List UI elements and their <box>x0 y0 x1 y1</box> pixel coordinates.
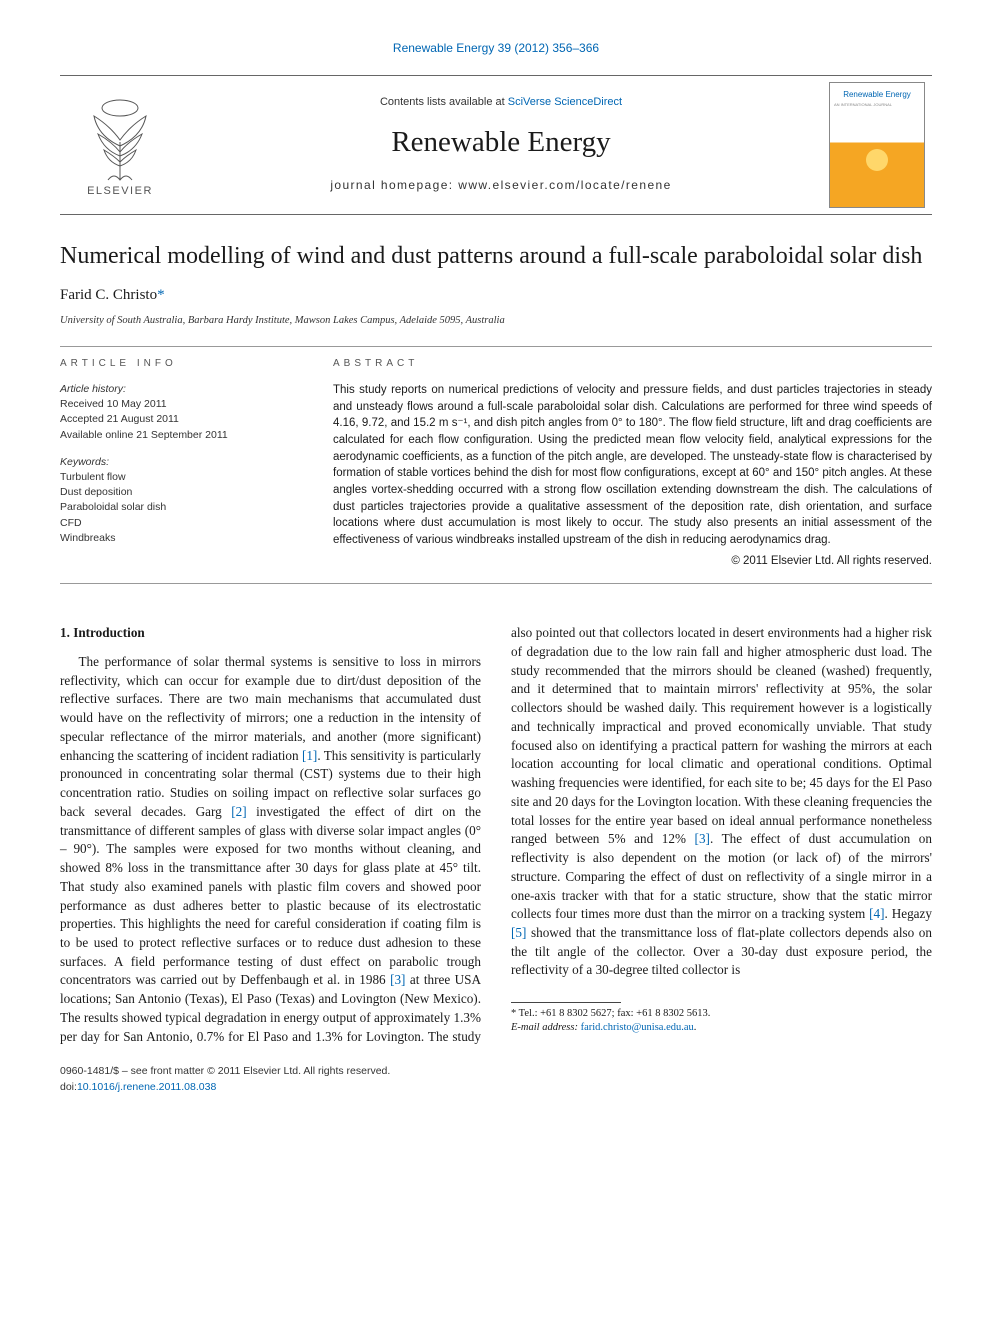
body-text: . Hegazy <box>885 906 932 921</box>
email-suffix: . <box>694 1022 697 1033</box>
online-date: Available online 21 September 2011 <box>60 428 299 443</box>
info-abstract-row: ARTICLE INFO Article history: Received 1… <box>60 346 932 584</box>
contents-prefix: Contents lists available at <box>380 96 508 108</box>
keyword: Windbreaks <box>60 531 299 546</box>
body-text: The performance of solar thermal systems… <box>60 654 481 763</box>
publisher-logo-cell: ELSEVIER <box>60 76 180 214</box>
citation-link[interactable]: [5] <box>511 925 526 940</box>
history-label: Article history: <box>60 382 299 397</box>
authors-line: Farid C. Christo* <box>60 285 932 307</box>
footnote-tel-fax: * Tel.: +61 8 8302 5627; fax: +61 8 8302… <box>511 1007 932 1021</box>
affiliation: University of South Australia, Barbara H… <box>60 313 932 328</box>
citation-link[interactable]: [2] <box>231 804 246 819</box>
article-info-heading: ARTICLE INFO <box>60 357 299 372</box>
body-text: Deffenbaugh et al. in 1986 <box>240 972 390 987</box>
article-history-block: Article history: Received 10 May 2011 Ac… <box>60 382 299 443</box>
article-title: Numerical modelling of wind and dust pat… <box>60 241 932 271</box>
received-date: Received 10 May 2011 <box>60 397 299 412</box>
keyword: Paraboloidal solar dish <box>60 500 299 515</box>
citation-link[interactable]: [3] <box>695 831 710 846</box>
body-paragraph: The performance of solar thermal systems… <box>60 624 932 1046</box>
body-text: investigated the effect of dirt on the t… <box>60 804 481 988</box>
doi-link[interactable]: 10.1016/j.renene.2011.08.038 <box>77 1081 216 1093</box>
abstract-text: This study reports on numerical predicti… <box>333 382 932 549</box>
homepage-prefix: journal homepage: <box>330 178 458 192</box>
elsevier-logo: ELSEVIER <box>75 90 165 200</box>
keyword: CFD <box>60 516 299 531</box>
journal-homepage-line: journal homepage: www.elsevier.com/locat… <box>184 177 818 194</box>
author-name: Farid C. Christo <box>60 287 157 303</box>
elsevier-wordmark: ELSEVIER <box>87 184 153 200</box>
homepage-url[interactable]: www.elsevier.com/locate/renene <box>458 178 671 192</box>
accepted-date: Accepted 21 August 2011 <box>60 412 299 427</box>
journal-name: Renewable Energy <box>184 121 818 163</box>
cover-cell: Renewable Energy AN INTERNATIONAL JOURNA… <box>822 76 932 214</box>
cover-sun-icon <box>866 149 888 171</box>
sciencedirect-link[interactable]: SciVerse ScienceDirect <box>508 96 622 108</box>
keywords-label: Keywords: <box>60 455 299 470</box>
journal-header: ELSEVIER Contents lists available at Sci… <box>60 75 932 215</box>
abstract-copyright: © 2011 Elsevier Ltd. All rights reserved… <box>333 553 932 570</box>
keyword: Dust deposition <box>60 485 299 500</box>
front-matter-copyright: 0960-1481/$ – see front matter © 2011 El… <box>60 1064 932 1079</box>
elsevier-tree-icon <box>80 96 160 182</box>
contents-available-line: Contents lists available at SciVerse Sci… <box>184 95 818 111</box>
doi-line: doi:10.1016/j.renene.2011.08.038 <box>60 1080 932 1095</box>
header-middle: Contents lists available at SciVerse Sci… <box>180 76 822 214</box>
keyword: Turbulent flow <box>60 470 299 485</box>
article-info-column: ARTICLE INFO Article history: Received 1… <box>60 347 315 583</box>
cover-subtitle: AN INTERNATIONAL JOURNAL <box>834 103 920 107</box>
abstract-column: ABSTRACT This study reports on numerical… <box>315 347 932 583</box>
article-body: 1. Introduction The performance of solar… <box>60 624 932 1046</box>
corresponding-footnote: * Tel.: +61 8 8302 5627; fax: +61 8 8302… <box>511 1007 932 1035</box>
cover-title: Renewable Energy <box>834 89 920 101</box>
citation-link[interactable]: [3] <box>390 972 405 987</box>
keywords-block: Keywords: Turbulent flow Dust deposition… <box>60 455 299 546</box>
author-email-link[interactable]: farid.christo@unisa.edu.au <box>581 1022 694 1033</box>
footnote-email-line: E-mail address: farid.christo@unisa.edu.… <box>511 1021 932 1035</box>
abstract-heading: ABSTRACT <box>333 357 932 372</box>
journal-cover-thumbnail: Renewable Energy AN INTERNATIONAL JOURNA… <box>829 82 925 208</box>
section-1-heading: 1. Introduction <box>60 624 481 643</box>
body-text: showed that the transmittance loss of fl… <box>511 925 932 977</box>
doi-prefix: doi: <box>60 1081 77 1093</box>
corresponding-mark[interactable]: * <box>157 287 165 303</box>
citation-link[interactable]: [1] <box>302 748 317 763</box>
journal-reference: Renewable Energy 39 (2012) 356–366 <box>60 40 932 57</box>
citation-link[interactable]: [4] <box>869 906 884 921</box>
footnote-rule <box>511 1002 621 1003</box>
page-footer: 0960-1481/$ – see front matter © 2011 El… <box>60 1064 932 1094</box>
email-label: E-mail address: <box>511 1022 581 1033</box>
